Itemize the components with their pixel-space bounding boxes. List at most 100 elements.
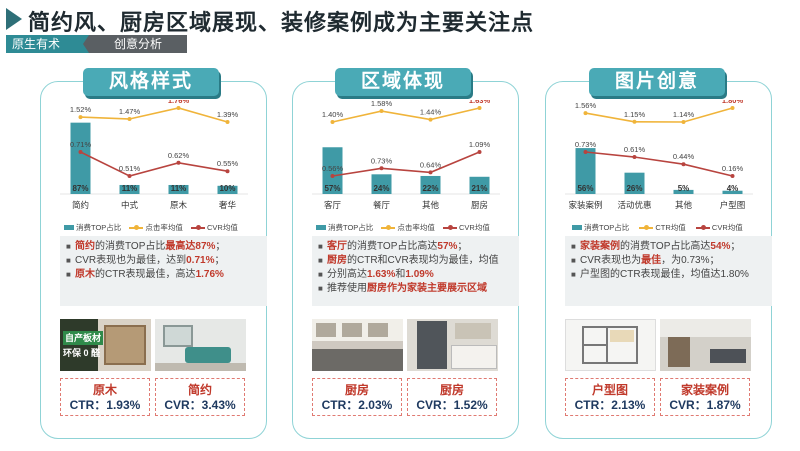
cvr-point	[78, 150, 83, 154]
chart-bar	[70, 122, 91, 194]
photo-kitchen-2	[407, 319, 498, 371]
photo-sofa	[185, 347, 231, 363]
tab-native[interactable]: 原生有术	[6, 35, 91, 53]
ctr-data-label: 1.47%	[119, 107, 141, 116]
bar-data-label: 11%	[122, 184, 138, 193]
legend-ctr-swatch	[129, 224, 144, 230]
cvr-data-label: 0.62%	[168, 151, 190, 160]
ctr-data-label: 1.14%	[673, 110, 695, 119]
chart-bar	[420, 175, 441, 194]
insight-highlight: 家装案例	[580, 241, 620, 252]
category-label: 奢华	[219, 200, 237, 210]
cvr-point	[225, 169, 230, 174]
cvr-data-label: 0.56%	[322, 164, 344, 173]
ctr-data-label: 1.63%	[469, 100, 491, 105]
legend-label: 点击率均值	[145, 223, 183, 232]
chart-image-creative: 56% 家装案例 26% 活动优惠 5% 其他 4% 户型图 1.56% 1.15% 1.14% 1.…	[565, 100, 753, 210]
cvr-point	[379, 166, 384, 171]
insight-box-image: 家装案例的消费TOP占比高达54%；CVR表现也为最佳，为0.73%；户型图的C…	[565, 236, 772, 306]
legend-label: 点击率均值	[397, 223, 435, 232]
photo-counter	[312, 349, 403, 371]
photo-counter	[451, 345, 497, 369]
page-title: 简约风、厨房区域展现、装修案例成为主要关注点	[28, 10, 535, 35]
photo-sign	[60, 319, 98, 371]
stat-name: 家装案例	[680, 383, 729, 397]
insight-line: 推荐使用厨房作为家装主要展示区域	[318, 282, 513, 296]
cvr-point	[428, 170, 433, 175]
stat-name: 简约	[187, 383, 212, 397]
bar-data-label: 4%	[727, 184, 739, 193]
insight-highlight: 1.76%	[195, 269, 224, 280]
legend-label: 消费TOP占比	[584, 223, 630, 232]
insight-text: 分别高达	[327, 269, 367, 280]
cvr-line	[585, 151, 733, 177]
chart-bar	[119, 184, 140, 194]
stat-name: 厨房	[439, 383, 464, 397]
insight-highlight: 57%	[437, 241, 458, 252]
insight-line: 厨房的CTR和CVR表现均为最佳，均值	[318, 254, 513, 268]
insight-line: 简约的消费TOP占比最高达87%；	[66, 240, 261, 254]
bar-data-label: 57%	[324, 184, 340, 193]
legend-ctr-swatch	[381, 224, 396, 230]
category-label: 餐厅	[373, 200, 391, 210]
insight-text: 的消费TOP占比	[95, 241, 166, 252]
photo-floorplan	[565, 319, 656, 371]
chart-legend: 消费TOP占比 CTR均值 CVR均值	[572, 222, 743, 233]
photo-frame	[163, 325, 193, 347]
insight-text: 的消费TOP占比高达	[347, 241, 438, 252]
cvr-point	[583, 150, 588, 154]
tab-creative-analysis[interactable]: 创意分析	[83, 35, 187, 53]
insight-highlight: 客厅	[327, 241, 347, 252]
chart-bar	[722, 190, 743, 194]
chart-bar	[168, 184, 189, 194]
insight-highlight: 0.71%	[186, 255, 215, 266]
legend-ctr-swatch	[639, 224, 654, 230]
stat-box: 家装案例 CVR：1.87%	[660, 378, 750, 416]
ctr-line	[80, 107, 228, 123]
ctr-data-label: 1.80%	[722, 100, 744, 105]
cvr-point	[681, 162, 686, 167]
bar-data-label: 87%	[72, 184, 88, 193]
ctr-data-label: 1.76%	[168, 100, 190, 105]
insight-text: ，为0.73%；	[661, 255, 720, 266]
bar-data-label: 24%	[373, 184, 389, 193]
photo-caption-2: 环保 0 醛	[63, 348, 101, 358]
stat-value: CVR：3.43%	[164, 398, 236, 412]
category-label: 活动优惠	[617, 200, 651, 210]
ctr-point	[127, 116, 132, 121]
floorplan-wall	[582, 344, 606, 346]
cvr-data-label: 0.71%	[70, 140, 92, 149]
stat-box: 厨房 CTR：2.03%	[312, 378, 402, 416]
legend-label: CVR均值	[458, 223, 490, 232]
stat-value: CVR：1.87%	[669, 398, 741, 412]
legend-bar-swatch	[572, 225, 582, 230]
photo-floor	[155, 363, 246, 371]
photo-simple-style	[155, 319, 246, 371]
stat-box: 厨房 CVR：1.52%	[407, 378, 497, 416]
ctr-point	[730, 106, 735, 110]
insight-text: 推荐使用	[327, 283, 367, 294]
cvr-point	[127, 174, 132, 178]
ctr-line	[332, 107, 480, 123]
panel-heading-image: 图片创意	[589, 68, 725, 96]
stat-value: CTR：1.93%	[69, 398, 141, 412]
chart-style: 87% 简约 11% 中式 11% 原木 10% 奢华 1.52% 1.47% 1.76% 1.39%…	[60, 100, 248, 210]
insight-line: 家装案例的消费TOP占比高达54%；	[571, 240, 766, 254]
insight-highlight: 1.63%	[367, 269, 396, 280]
ctr-data-label: 1.44%	[420, 108, 442, 117]
ctr-data-label: 1.40%	[322, 110, 344, 119]
photo-panel	[316, 323, 336, 337]
insight-highlight: 原木	[75, 269, 95, 280]
photo-cabinet	[668, 337, 690, 367]
cvr-line	[80, 151, 228, 177]
legend-label: CTR均值	[655, 223, 686, 232]
stat-value: CTR：2.03%	[321, 398, 393, 412]
legend-cvr-swatch	[695, 224, 710, 230]
bar-data-label: 26%	[626, 184, 642, 193]
legend-label: 消费TOP占比	[76, 223, 122, 232]
bar-data-label: 56%	[577, 184, 593, 193]
stat-name: 原木	[92, 383, 117, 397]
insight-highlight: 最高达87%	[165, 241, 216, 252]
cvr-point	[176, 160, 181, 165]
insight-line: CVR表现也为最佳，达到0.71%；	[66, 254, 261, 268]
